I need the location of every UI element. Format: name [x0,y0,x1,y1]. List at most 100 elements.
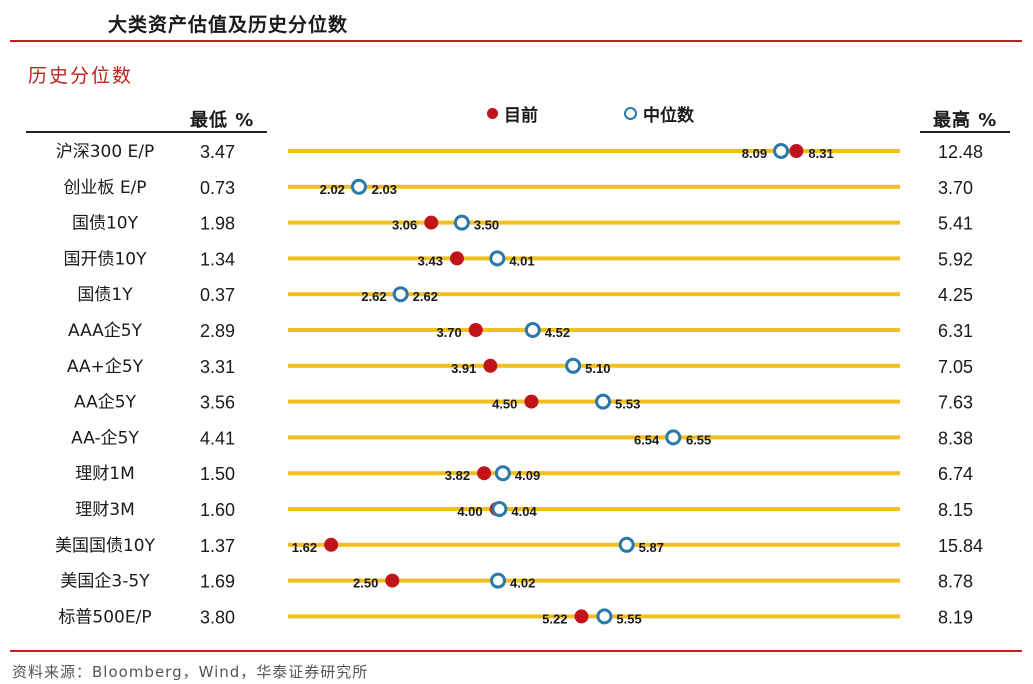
current-value-label: 3.82 [445,468,470,483]
high-value: 5.92 [938,249,973,269]
current-value-label: 4.00 [457,504,482,519]
median-value-label: 4.04 [511,504,537,519]
median-value-label: 3.50 [474,218,499,233]
current-dot [324,537,339,552]
range-bar [288,220,900,225]
low-value: 2.89 [200,321,235,341]
current-dot [449,251,464,266]
high-value: 8.19 [938,607,973,627]
row-label: 理财1M [75,464,134,484]
median-value-label: 5.87 [639,540,664,555]
legend-current-label: 目前 [504,106,538,126]
low-value: 3.31 [200,357,235,377]
current-value-label: 8.31 [808,146,833,161]
row-label: 国债10Y [72,214,139,234]
high-value: 4.25 [938,285,973,305]
current-dot [483,358,498,373]
median-ring [489,250,506,267]
high-value: 7.05 [938,357,973,377]
high-column-header: 最高 % [933,110,998,131]
current-value-label: 3.91 [451,361,476,376]
median-ring [618,536,635,553]
median-ring [350,178,367,195]
low-value: 3.56 [200,393,235,413]
row-label: AA-企5Y [71,428,139,448]
low-value: 1.69 [200,572,235,592]
median-ring [494,465,511,482]
page-title: 大类资产估值及历史分位数 [108,14,349,36]
range-bar [288,399,900,404]
low-value: 1.37 [200,536,235,556]
current-value-label: 5.22 [542,611,567,626]
median-value-label: 4.02 [510,576,535,591]
top-divider [10,40,1022,42]
header-rule-right [920,131,1010,133]
range-bar [288,578,900,583]
median-ring-icon [624,107,637,120]
median-value-label: 5.10 [585,361,610,376]
range-bar [288,328,900,332]
low-value: 1.50 [200,464,235,484]
range-bar [288,256,900,261]
current-dot [468,323,483,337]
median-ring [490,572,507,589]
median-ring [392,286,409,303]
low-value: 1.34 [200,249,235,269]
current-value-label: 1.62 [292,540,317,555]
low-value: 4.41 [200,428,235,448]
median-ring [524,322,541,338]
section-title: 历史分位数 [28,65,134,87]
current-value-label: 2.62 [361,289,386,304]
median-value-label: 2.62 [413,289,438,304]
bottom-divider [10,650,1022,652]
high-value: 6.31 [938,321,973,341]
row-label: 国开债10Y [63,249,147,269]
source-note: 资料来源：Bloomberg，Wind，华泰证券研究所 [12,663,369,681]
row-label: 美国国债10Y [55,536,156,556]
current-value-label: 2.50 [353,576,378,591]
high-value: 12.48 [938,142,983,162]
high-value: 6.74 [938,464,973,484]
legend-median: 中位数 [624,101,694,126]
current-dot [789,144,804,158]
range-bar [288,471,900,476]
median-value-label: 5.53 [615,397,640,412]
median-value-label: 4.52 [545,325,570,340]
median-value-label: 4.09 [515,468,540,483]
current-dot [477,466,492,481]
median-ring [595,393,612,410]
range-bar [288,292,900,297]
current-dot [574,609,589,624]
row-label: 标普500E/P [58,607,151,627]
legend-current: 目前 [487,101,538,126]
median-ring [453,214,470,231]
range-bar [288,507,900,511]
row-label: 创业板 E/P [63,178,146,198]
high-value: 3.70 [938,178,973,198]
median-ring [773,143,790,159]
row-label: AA企5Y [74,393,137,413]
low-value: 0.37 [200,285,235,305]
range-bar [288,184,900,189]
median-value-label: 6.54 [634,432,660,447]
low-value: 1.98 [200,214,235,234]
row-label: 国债1Y [77,285,133,305]
current-value-label: 4.50 [492,397,517,412]
low-value: 0.73 [200,178,235,198]
row-label: AA+企5Y [67,357,144,377]
range-bar [288,149,900,153]
high-value: 5.41 [938,214,973,234]
median-value-label: 2.02 [320,182,345,197]
median-ring [596,608,613,625]
median-ring [565,357,582,374]
current-dot [524,394,539,409]
low-value: 3.47 [200,142,235,162]
median-value-label: 4.01 [509,253,534,268]
current-dot [424,215,439,230]
current-value-label: 2.03 [372,182,397,197]
row-label: AAA企5Y [68,321,143,341]
range-bar [288,614,900,619]
current-value-label: 6.55 [686,432,711,447]
row-label: 理财3M [75,500,134,520]
